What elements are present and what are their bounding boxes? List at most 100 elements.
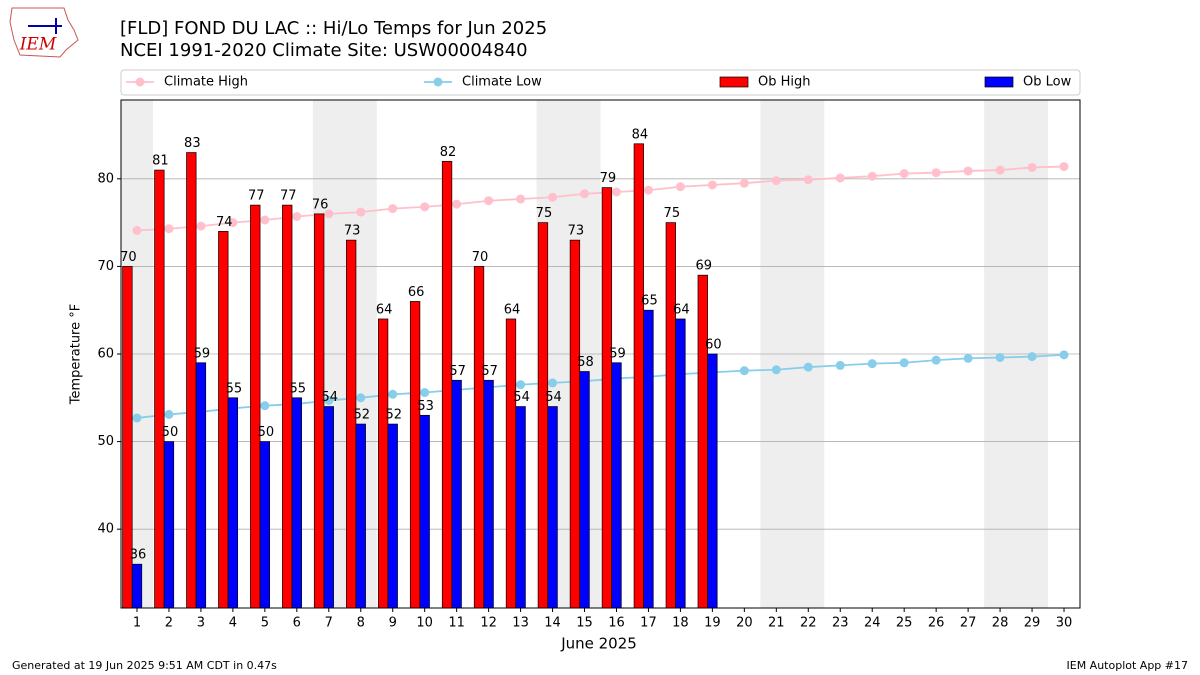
legend-marker [135,77,145,87]
bar [643,309,654,608]
logo-text: IEM [19,35,57,55]
point [548,378,558,388]
point [324,395,334,405]
point [1059,350,1069,360]
legend-label: Ob Low [1023,75,1072,90]
y-tick-label: 40 [97,522,114,537]
data-label: 82 [440,145,457,160]
footer-left: Generated at 19 Jun 2025 9:51 AM CDT in … [12,659,277,672]
x-tick-label: 15 [576,616,593,631]
bar [537,222,549,608]
point [707,180,717,190]
bar [195,362,207,608]
point [867,171,877,181]
point [771,176,781,186]
bar [515,406,526,608]
bar [346,239,357,608]
data-label: 54 [322,390,339,405]
x-tick-label: 22 [800,616,817,631]
point [867,359,877,369]
point [324,209,334,219]
y-tick-label: 70 [97,259,114,274]
x-tick-label: 12 [480,616,497,631]
bar [291,397,302,608]
point [771,365,781,375]
legend-label: Climate High [164,75,248,90]
point [675,182,685,192]
legend-label: Climate Low [462,75,542,90]
bar [569,239,581,608]
data-label: 83 [184,136,201,151]
x-tick-label: 23 [832,616,849,631]
data-label: 75 [664,206,681,221]
chart-subtitle: NCEI 1991-2020 Climate Site: USW00004840 [120,40,528,61]
data-label: 69 [696,259,713,274]
point [132,413,142,423]
bar [473,266,485,608]
data-label: 73 [344,224,361,239]
bar [163,441,175,608]
point [164,409,174,419]
bar [218,231,229,608]
data-label: 59 [194,346,211,361]
bar [697,274,708,608]
point [739,366,749,376]
x-tick-label: 30 [1056,616,1073,631]
bar [547,406,558,608]
point [899,169,909,179]
point [228,218,238,228]
data-label: 66 [408,285,425,300]
data-label: 50 [258,425,275,440]
point [643,185,653,195]
point [611,187,621,197]
data-label: 79 [600,171,617,186]
x-tick-label: 1 [133,616,141,631]
data-label: 55 [226,381,243,396]
bar [633,143,645,608]
data-label: 70 [472,250,489,265]
point [995,353,1005,363]
point [516,380,526,390]
data-label: 36 [130,548,147,563]
point [356,393,366,403]
point [484,196,494,206]
data-label: 77 [248,189,265,204]
bar [419,414,430,608]
point [452,199,462,209]
data-label: 54 [545,390,562,405]
x-tick-label: 26 [928,616,945,631]
data-label: 58 [577,355,594,370]
logo-outline [9,7,79,58]
x-tick-label: 8 [357,616,365,631]
bar [282,204,293,608]
point [580,189,590,199]
data-label: 64 [504,302,521,317]
x-tick-label: 11 [448,616,465,631]
bar [387,423,398,608]
chart-title: [FLD] FOND DU LAC :: Hi/Lo Temps for Jun… [120,18,547,39]
point [899,358,909,368]
y-axis-label: Temperature °F [69,304,84,405]
bar [250,204,261,608]
legend: Climate High Climate Low Ob High Ob Low [120,69,1081,96]
bar [483,379,494,608]
bar [131,563,143,608]
bar [323,406,334,608]
data-label: 50 [162,425,179,440]
point [1027,352,1037,362]
plot-area [121,100,1080,608]
data-label: 77 [280,189,297,204]
bar [355,423,366,608]
bar [611,362,622,608]
bar [259,441,270,608]
legend-label: Ob High [758,75,811,90]
data-label: 60 [705,338,722,353]
x-tick-label: 6 [293,616,301,631]
data-label: 64 [376,302,393,317]
data-label: 57 [481,364,498,379]
bar [441,160,453,608]
point [548,192,558,202]
x-tick-label: 2 [165,616,173,631]
x-tick-label: 13 [512,616,529,631]
